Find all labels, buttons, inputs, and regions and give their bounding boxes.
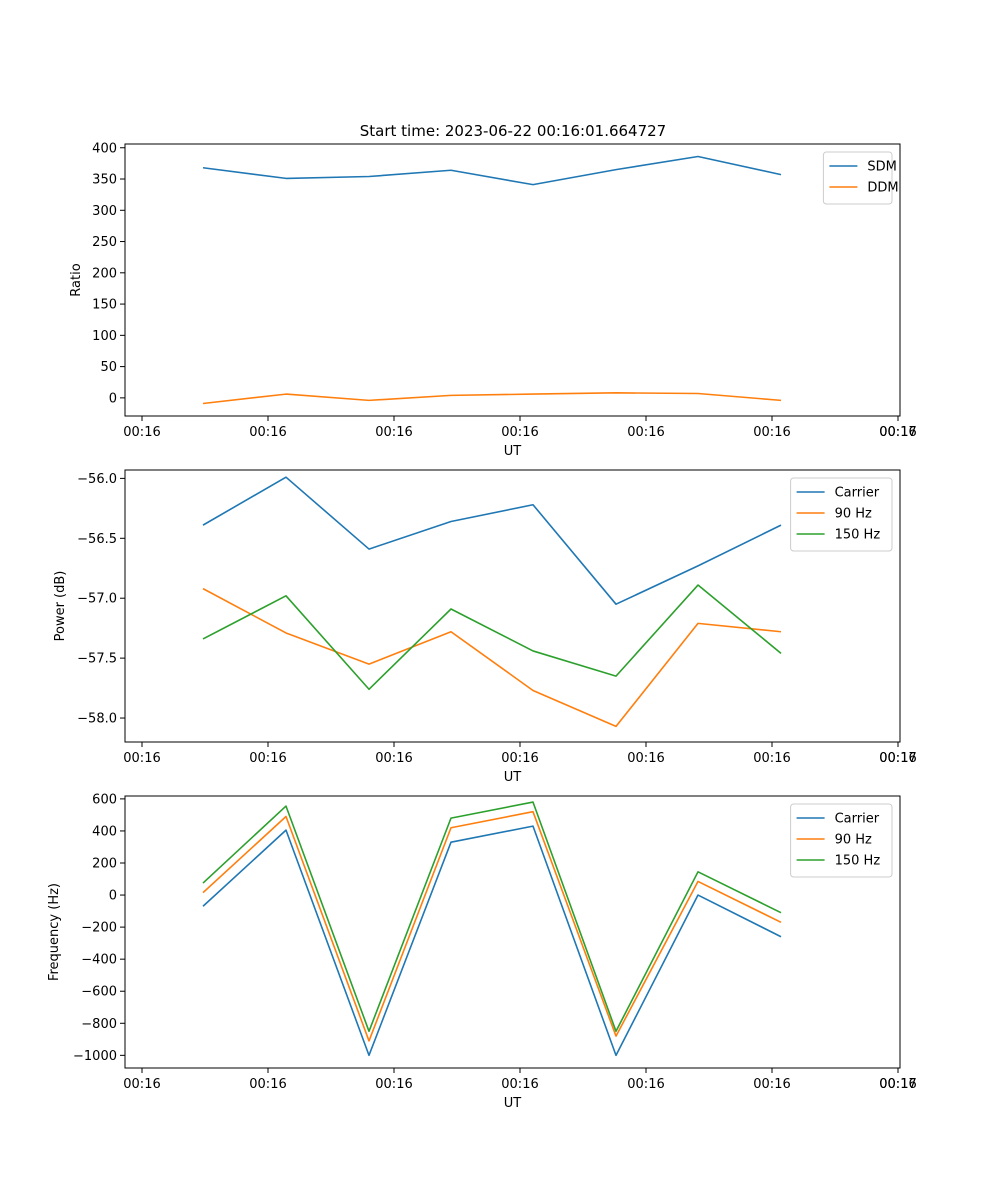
x-tick-label: 00:16 xyxy=(753,425,790,440)
x-tick-label: 00:16 xyxy=(249,1077,286,1092)
x-tick-label: 00:16 xyxy=(501,425,538,440)
x-axis-label: UT xyxy=(504,444,522,459)
series-line-carrier xyxy=(202,825,782,1057)
y-tick-label: −200 xyxy=(81,921,117,936)
legend-label: DDM xyxy=(867,181,898,196)
legend-label: 150 Hz xyxy=(835,854,881,869)
x-tick-label: 00:17 xyxy=(879,425,916,440)
legend-label: 90 Hz xyxy=(835,507,872,522)
x-tick-label: 00:16 xyxy=(249,425,286,440)
x-tick-label: 00:16 xyxy=(627,751,664,766)
y-tick-label: 250 xyxy=(92,235,117,250)
x-tick-label: 00:16 xyxy=(375,1077,412,1092)
x-tick-label: 00:16 xyxy=(879,1077,916,1092)
chart-panel-1: 00:16 00:16 00:16 00:16 00:16 00:16 00:1600:17… xyxy=(69,141,917,459)
x-tick-label: 00:16 xyxy=(627,425,664,440)
series-line-ddm xyxy=(202,392,782,405)
y-tick-label: 400 xyxy=(92,824,117,839)
y-tick-label: 100 xyxy=(92,329,117,344)
x-axis-label: UT xyxy=(504,1096,522,1111)
legend-label: SDM xyxy=(867,160,896,175)
legend-label: 90 Hz xyxy=(835,833,872,848)
x-axis-label: UT xyxy=(504,770,522,785)
y-tick-label: 150 xyxy=(92,298,117,313)
legend-label: Carrier xyxy=(835,486,880,501)
y-tick-label: −58.0 xyxy=(77,712,117,727)
y-axis-label: Power (dB) xyxy=(53,571,68,642)
y-tick-label: −400 xyxy=(81,953,117,968)
series-line-carrier xyxy=(202,476,782,606)
x-tick-label: 00:16 xyxy=(879,425,916,440)
legend: SDM DDM xyxy=(822,151,899,205)
x-tick-label: 00:16 xyxy=(627,1077,664,1092)
x-tick-label: 00:16 xyxy=(879,751,916,766)
x-tick-label: 00:16 xyxy=(501,751,538,766)
series-line-150-hz xyxy=(202,801,782,1033)
x-tick-label: 00:16 xyxy=(375,751,412,766)
x-tick-label: 00:16 xyxy=(753,1077,790,1092)
y-axis-label: Ratio xyxy=(69,263,84,296)
y-tick-label: 200 xyxy=(92,856,117,871)
series-line-90-hz xyxy=(202,587,782,728)
series-line-90-hz xyxy=(202,810,782,1042)
y-tick-label: 0 xyxy=(109,391,117,406)
axes-frame xyxy=(124,143,901,417)
y-tick-label: 350 xyxy=(92,173,117,188)
legend-box xyxy=(790,477,893,552)
x-tick-label: 00:16 xyxy=(249,751,286,766)
y-axis-label: Frequency (Hz) xyxy=(47,883,62,981)
x-tick-label: 00:16 xyxy=(501,1077,538,1092)
y-tick-label: −800 xyxy=(81,1017,117,1032)
series-line-150-hz xyxy=(202,584,782,691)
legend-label: Carrier xyxy=(835,812,880,827)
legend: Carrier 90 Hz 150 Hz xyxy=(790,477,893,552)
y-tick-label: 200 xyxy=(92,266,117,281)
x-tick-label: 00:16 xyxy=(375,425,412,440)
y-tick-label: −57.0 xyxy=(77,592,117,607)
y-tick-label: −56.0 xyxy=(77,472,117,487)
y-tick-label: −57.5 xyxy=(77,652,117,667)
y-tick-label: −600 xyxy=(81,985,117,1000)
legend: Carrier 90 Hz 150 Hz xyxy=(790,803,893,878)
axes-frame xyxy=(124,795,901,1069)
legend-box xyxy=(790,803,893,878)
x-tick-label: 00:16 xyxy=(123,425,160,440)
y-tick-label: 50 xyxy=(100,360,117,375)
y-tick-label: −1000 xyxy=(73,1049,117,1064)
legend-label: 150 Hz xyxy=(835,528,881,543)
x-tick-label: 00:17 xyxy=(879,1077,916,1092)
y-tick-label: 600 xyxy=(92,792,117,807)
x-tick-label: 00:16 xyxy=(123,1077,160,1092)
y-tick-label: 0 xyxy=(109,889,117,904)
legend-box xyxy=(822,151,893,205)
y-tick-label: −56.5 xyxy=(77,532,117,547)
figure-title: Start time: 2023-06-22 00:16:01.664727 xyxy=(360,122,666,140)
x-tick-label: 00:16 xyxy=(753,751,790,766)
series-line-sdm xyxy=(202,155,782,186)
axes-frame xyxy=(124,469,901,743)
x-tick-label: 00:16 xyxy=(123,751,160,766)
chart-panel-2: 00:16 00:16 00:16 00:16 00:16 00:16 00:1600:17… xyxy=(53,469,917,785)
y-tick-label: 400 xyxy=(92,141,117,156)
y-tick-label: 300 xyxy=(92,204,117,219)
x-tick-label: 00:17 xyxy=(879,751,916,766)
chart-panel-3: 00:16 00:16 00:16 00:16 00:16 00:16 00:1600:17… xyxy=(47,792,917,1111)
